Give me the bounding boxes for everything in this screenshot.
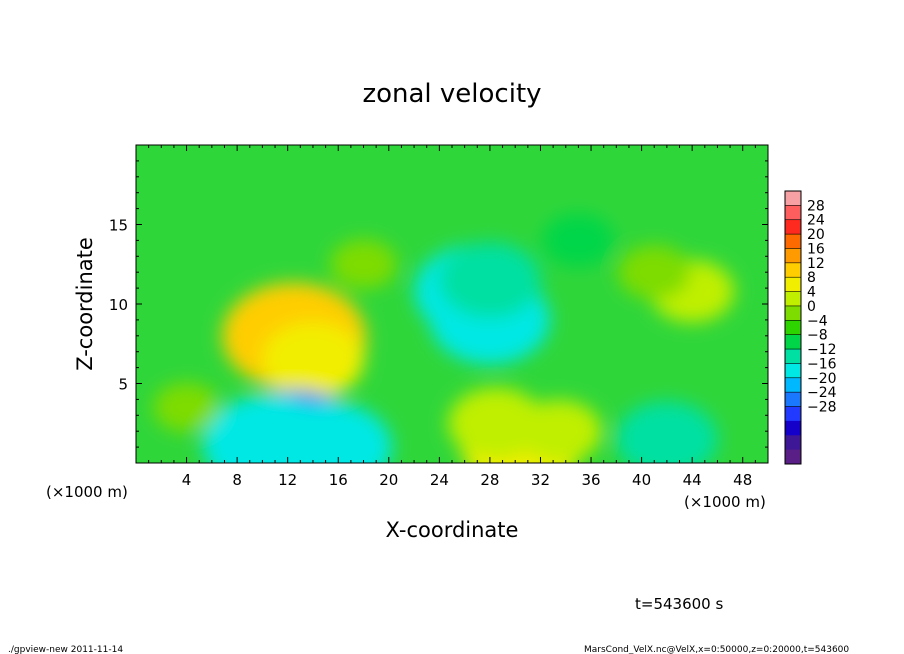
colorbar-swatch-0 bbox=[785, 191, 801, 206]
colorbar-label-4: 12 bbox=[807, 256, 825, 272]
source-label: MarsCond_VelX.nc@VelX,x=0:50000,z=0:2000… bbox=[584, 645, 849, 654]
colorbar-swatch-5 bbox=[785, 262, 801, 278]
time-label: t=543600 s bbox=[635, 595, 723, 613]
x-tick-label-0: 4 bbox=[182, 471, 192, 489]
colorbar-label-9: −8 bbox=[807, 328, 828, 344]
field-point-17 bbox=[542, 213, 615, 268]
x-tick-label-6: 28 bbox=[480, 471, 499, 489]
colorbar-swatch-4 bbox=[785, 248, 801, 264]
field-point-8 bbox=[438, 242, 541, 318]
colorbar-label-1: 24 bbox=[807, 213, 825, 229]
colorbar-label-0: 28 bbox=[807, 198, 825, 214]
y-tick-label-1: 10 bbox=[109, 296, 128, 314]
colorbar-frame bbox=[784, 190, 802, 465]
colorbar-swatch-12 bbox=[785, 363, 801, 379]
colorbar-swatch-15 bbox=[785, 406, 801, 422]
colorbar-label-6: 4 bbox=[807, 285, 816, 301]
colorbar-label-10: −12 bbox=[807, 342, 837, 358]
colorbar-swatch-1 bbox=[785, 205, 801, 221]
y-tick-label-0: 5 bbox=[118, 376, 128, 394]
x-tick-label-9: 40 bbox=[632, 471, 651, 489]
colorbar-swatch-3 bbox=[785, 234, 801, 249]
colorbar-label-13: −24 bbox=[807, 385, 837, 401]
colorbar-swatch-14 bbox=[785, 392, 801, 408]
x-tick-label-2: 12 bbox=[278, 471, 297, 489]
colorbar-swatch-11 bbox=[785, 349, 801, 364]
field-point-11 bbox=[517, 400, 602, 463]
x-tick-label-4: 20 bbox=[379, 471, 398, 489]
colorbar-swatch-8 bbox=[785, 305, 801, 321]
y-axis-label: Z-coordinate bbox=[73, 237, 97, 371]
colorbar-swatch-18 bbox=[785, 449, 801, 465]
y-tick-label-2: 15 bbox=[109, 217, 128, 235]
field-point-14 bbox=[618, 245, 691, 299]
colorbar-label-7: 0 bbox=[807, 299, 816, 315]
x-tick-label-3: 16 bbox=[329, 471, 348, 489]
colorbar-label-5: 8 bbox=[807, 270, 816, 286]
x-unit-left: (×1000 m) bbox=[46, 483, 128, 501]
x-tick-label-8: 36 bbox=[581, 471, 600, 489]
colorbar-label-3: 16 bbox=[807, 241, 825, 257]
x-axis-label: X-coordinate bbox=[386, 518, 519, 542]
colorbar-swatch-13 bbox=[785, 377, 801, 393]
field-point-15 bbox=[330, 239, 397, 289]
x-tick-label-11: 48 bbox=[733, 471, 752, 489]
field-point-5 bbox=[271, 402, 392, 463]
x-unit-right: (×1000 m) bbox=[684, 493, 766, 511]
colorbar-label-11: −16 bbox=[807, 356, 837, 372]
field-point-2 bbox=[261, 321, 364, 398]
x-tick-label-1: 8 bbox=[232, 471, 242, 489]
colorbar-label-12: −20 bbox=[807, 371, 837, 387]
x-tick-label-7: 32 bbox=[531, 471, 550, 489]
colorbar-label-8: −4 bbox=[807, 313, 828, 329]
x-tick-label-5: 24 bbox=[430, 471, 449, 489]
program-label: ./gpview-new 2011-11-14 bbox=[8, 645, 123, 654]
colorbar-swatch-9 bbox=[785, 320, 801, 336]
x-tick-label-10: 44 bbox=[683, 471, 702, 489]
colorbar-swatch-2 bbox=[785, 219, 801, 235]
chart-title: zonal velocity bbox=[362, 79, 541, 109]
colorbar-label-2: 20 bbox=[807, 227, 825, 243]
colorbar-swatch-7 bbox=[785, 291, 801, 307]
colorbar-label-14: −28 bbox=[807, 400, 837, 416]
colorbar-swatch-10 bbox=[785, 334, 801, 350]
velocity-field bbox=[153, 213, 735, 463]
field-point-12 bbox=[615, 401, 718, 463]
colorbar-swatch-6 bbox=[785, 277, 801, 293]
colorbar-swatch-17 bbox=[785, 435, 801, 451]
field-point-16 bbox=[153, 382, 220, 432]
colorbar-swatch-16 bbox=[785, 420, 801, 436]
